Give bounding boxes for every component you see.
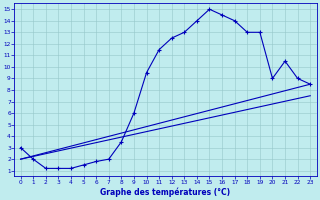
X-axis label: Graphe des températures (°C): Graphe des températures (°C) (100, 187, 230, 197)
